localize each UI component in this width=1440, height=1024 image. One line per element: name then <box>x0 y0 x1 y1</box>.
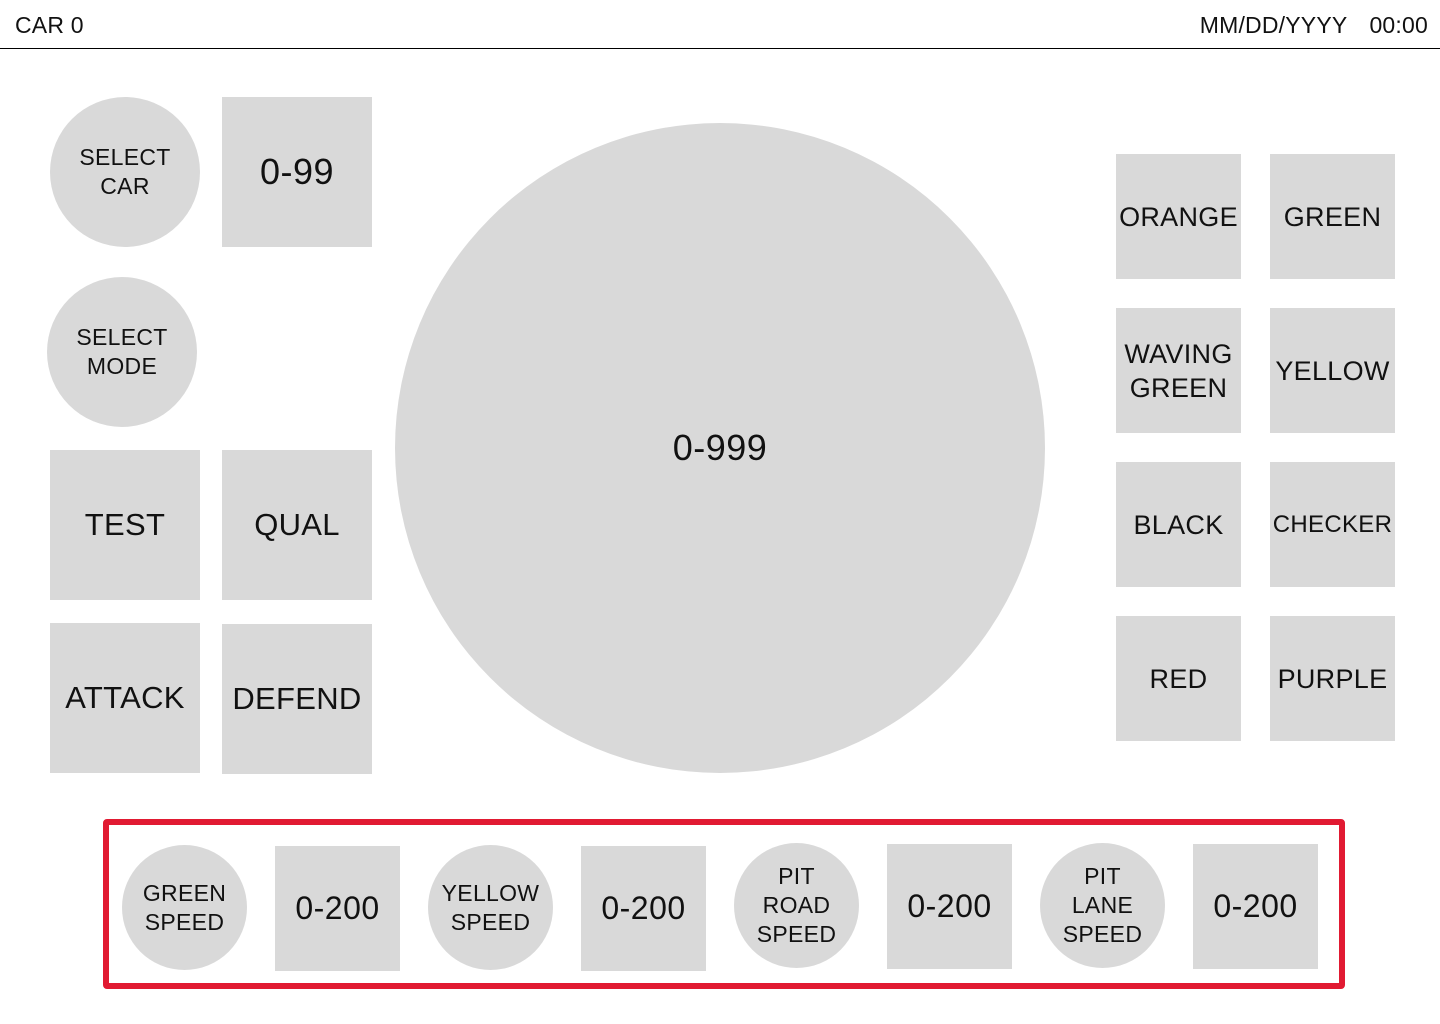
flag-purple-button[interactable]: PURPLE <box>1270 616 1395 741</box>
flag-orange-label: ORANGE <box>1119 201 1238 232</box>
pit-lane-speed-value-field[interactable]: 0-200 <box>1193 844 1318 969</box>
mode-qual-label: QUAL <box>254 507 340 542</box>
flag-orange-button[interactable]: ORANGE <box>1116 154 1241 279</box>
green-speed-value-field[interactable]: 0-200 <box>275 846 400 971</box>
time-display: 00:00 <box>1369 12 1428 38</box>
car-number-value: 0-99 <box>259 151 335 192</box>
pit-road-speed-button[interactable]: PIT ROAD SPEED <box>734 843 859 968</box>
mode-defend-button[interactable]: DEFEND <box>222 624 372 774</box>
select-mode-button[interactable]: SELECT MODE <box>47 277 197 427</box>
flag-purple-label: PURPLE <box>1277 663 1388 694</box>
flag-waving-green-label: WAVING GREEN <box>1124 338 1233 403</box>
main-value-display[interactable]: 0-999 <box>395 123 1045 773</box>
flag-checker-label: CHECKER <box>1272 510 1393 538</box>
green-speed-value: 0-200 <box>295 890 380 926</box>
green-speed-label: GREEN SPEED <box>142 879 227 935</box>
top-bar: CAR 0 MM/DD/YYYY 00:00 <box>0 0 1440 49</box>
mode-qual-button[interactable]: QUAL <box>222 450 372 600</box>
flag-waving-green-button[interactable]: WAVING GREEN <box>1116 308 1241 433</box>
mode-attack-button[interactable]: ATTACK <box>50 623 200 773</box>
pit-road-speed-label: PIT ROAD SPEED <box>756 863 837 947</box>
flag-black-button[interactable]: BLACK <box>1116 462 1241 587</box>
date-time: MM/DD/YYYY 00:00 <box>1200 12 1428 39</box>
pit-road-speed-value: 0-200 <box>907 888 992 924</box>
yellow-speed-button[interactable]: YELLOW SPEED <box>428 845 553 970</box>
flag-black-label: BLACK <box>1133 509 1224 540</box>
mode-attack-label: ATTACK <box>65 680 185 715</box>
select-car-label: SELECT CAR <box>79 144 171 199</box>
mode-test-button[interactable]: TEST <box>50 450 200 600</box>
car-number-field[interactable]: 0-99 <box>222 97 372 247</box>
flag-green-label: GREEN <box>1283 201 1382 232</box>
pit-road-speed-value-field[interactable]: 0-200 <box>887 844 1012 969</box>
pit-lane-speed-label: PIT LANE SPEED <box>1062 863 1143 947</box>
pit-lane-speed-value: 0-200 <box>1213 888 1298 924</box>
flag-checker-button[interactable]: CHECKER <box>1270 462 1395 587</box>
pit-lane-speed-button[interactable]: PIT LANE SPEED <box>1040 843 1165 968</box>
green-speed-button[interactable]: GREEN SPEED <box>122 845 247 970</box>
yellow-speed-value-field[interactable]: 0-200 <box>581 846 706 971</box>
speed-settings-panel <box>103 819 1345 989</box>
mode-test-label: TEST <box>84 507 166 542</box>
mode-defend-label: DEFEND <box>232 681 362 716</box>
yellow-speed-value: 0-200 <box>601 890 686 926</box>
flag-green-button[interactable]: GREEN <box>1270 154 1395 279</box>
yellow-speed-label: YELLOW SPEED <box>441 879 540 935</box>
current-car-label: CAR 0 <box>15 12 84 38</box>
flag-yellow-button[interactable]: YELLOW <box>1270 308 1395 433</box>
flag-red-button[interactable]: RED <box>1116 616 1241 741</box>
flag-red-label: RED <box>1149 663 1208 694</box>
date-display: MM/DD/YYYY <box>1199 12 1348 38</box>
flag-yellow-label: YELLOW <box>1275 355 1390 386</box>
select-mode-label: SELECT MODE <box>76 324 168 379</box>
select-car-button[interactable]: SELECT CAR <box>50 97 200 247</box>
main-value: 0-999 <box>672 427 768 468</box>
